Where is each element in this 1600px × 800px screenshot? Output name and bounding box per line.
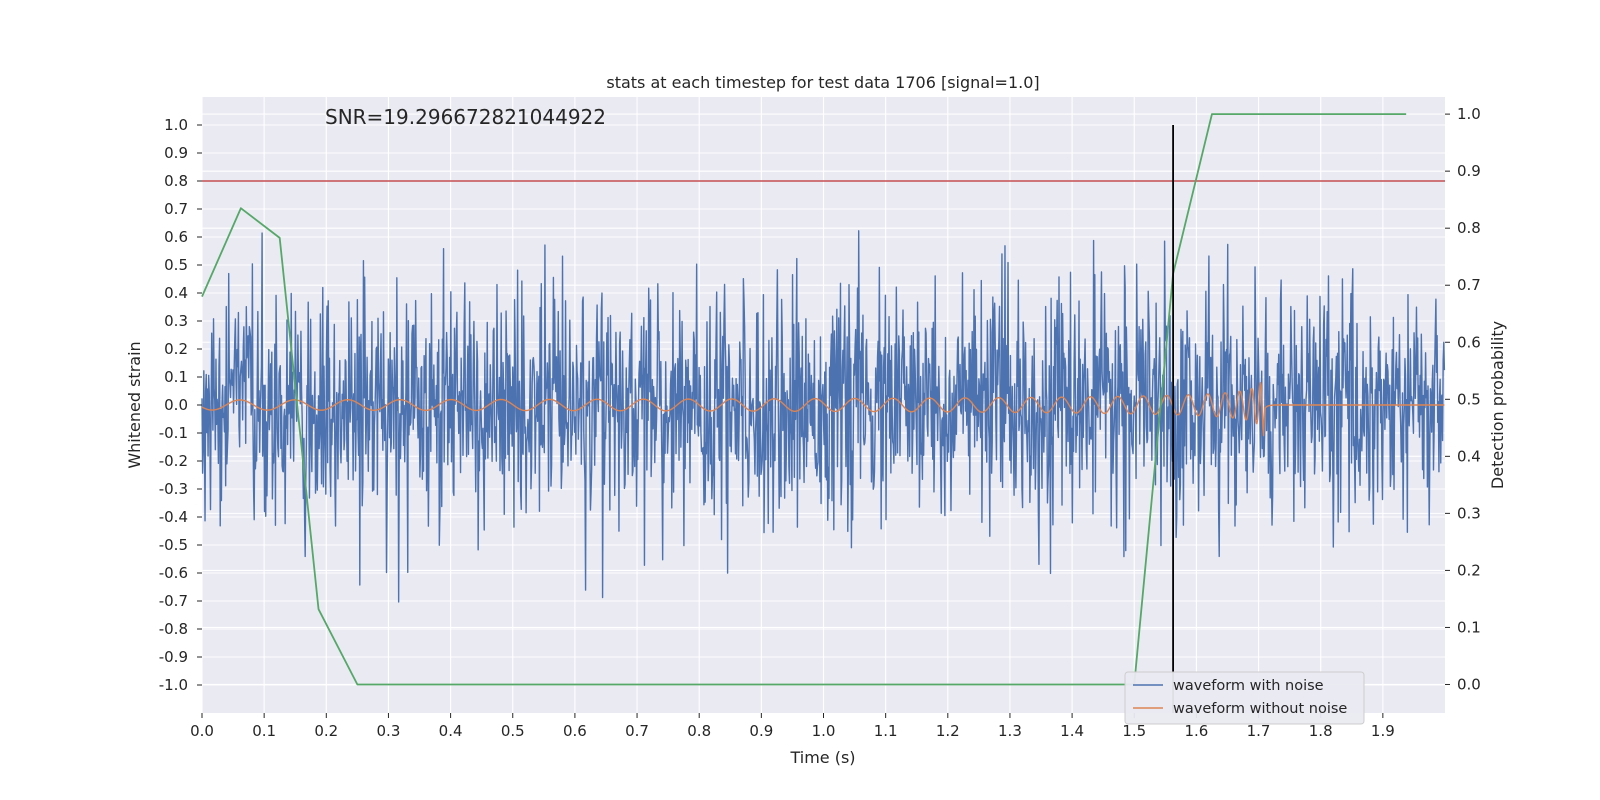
y2-tick-label: 1.0 — [1457, 105, 1481, 123]
x-tick-label: 0.5 — [501, 722, 525, 740]
x-tick-label: 1.5 — [1122, 722, 1146, 740]
y-tick-label: -0.7 — [159, 592, 188, 610]
y2-tick-label: 0.3 — [1457, 504, 1481, 522]
chart-title: stats at each timestep for test data 170… — [606, 73, 1039, 92]
snr-annotation: SNR=19.296672821044922 — [325, 105, 606, 129]
x-tick-label: 1.7 — [1247, 722, 1271, 740]
x-tick-label: 1.8 — [1309, 722, 1333, 740]
x-tick-label: 0.3 — [377, 722, 401, 740]
grid — [201, 97, 1445, 713]
x-tick-label: 0.8 — [687, 722, 711, 740]
y-tick-label: -0.1 — [159, 424, 188, 442]
y2-axis-label: Detection probability — [1488, 321, 1507, 489]
legend-label-waveform-without-noise: waveform without noise — [1173, 701, 1347, 717]
x-tick-label: 1.4 — [1060, 722, 1084, 740]
y-tick-label: 0.8 — [164, 172, 188, 190]
y-tick-label: 0.7 — [164, 200, 188, 218]
x-tick-label: 0.6 — [563, 722, 587, 740]
x-tick-label: 0.4 — [439, 722, 463, 740]
series-layer — [201, 113, 1446, 713]
y-tick-label: 0.2 — [164, 340, 188, 358]
y-tick-label: -0.4 — [159, 508, 188, 526]
y-tick-label: 0.5 — [164, 256, 188, 274]
series-detection-probability — [201, 113, 1407, 686]
x-tick-label: 1.3 — [998, 722, 1022, 740]
legend: waveform with noise waveform without noi… — [1124, 671, 1365, 725]
legend-label-waveform-with-noise: waveform with noise — [1173, 678, 1324, 694]
y-tick-label: -0.8 — [159, 620, 188, 638]
y-tick-label: -0.3 — [159, 480, 188, 498]
x-tick-label: 1.9 — [1371, 722, 1395, 740]
y2-tick-label: 0.0 — [1457, 675, 1481, 693]
y-tick-label: 0.6 — [164, 228, 188, 246]
axes: 0.0 0.1 0.2 0.3 0.4 0.5 0.6 0.7 0.8 0.9 1.0 1.1 1.2 1… — [159, 105, 1481, 740]
y2-tick-label: 0.8 — [1457, 219, 1481, 237]
y-tick-label: 1.0 — [164, 116, 188, 134]
y2-tick-label: 0.9 — [1457, 162, 1481, 180]
y-tick-label: 0.9 — [164, 144, 188, 162]
y2-tick-label: 0.2 — [1457, 561, 1481, 579]
x-tick-label: 1.0 — [812, 722, 836, 740]
y-tick-label: 0.0 — [164, 396, 188, 414]
y2-tick-label: 0.5 — [1457, 390, 1481, 408]
x-tick-label: 0.1 — [252, 722, 276, 740]
y2-tick-label: 0.6 — [1457, 333, 1481, 351]
x-axis-label: Time (s) — [789, 748, 855, 767]
y-tick-label: -0.9 — [159, 648, 188, 666]
x-tick-label: 1.1 — [874, 722, 898, 740]
y-tick-label: -1.0 — [159, 676, 188, 694]
series-waveform-without-noise — [201, 381, 1445, 437]
y-tick-label: -0.6 — [159, 564, 188, 582]
x-tick-label: 0.2 — [314, 722, 338, 740]
x-tick-label: 0.9 — [749, 722, 773, 740]
y-axis-label: Whitened strain — [125, 341, 144, 468]
legend-box — [1124, 671, 1365, 725]
y-tick-label: 0.3 — [164, 312, 188, 330]
x-tick-label: 1.2 — [936, 722, 960, 740]
y-tick-label: -0.2 — [159, 452, 188, 470]
y-tick-label: 0.4 — [164, 284, 188, 302]
y2-tick-label: 0.1 — [1457, 618, 1481, 636]
y2-tick-label: 0.4 — [1457, 447, 1481, 465]
y-tick-label: -0.5 — [159, 536, 188, 554]
y-tick-label: 0.1 — [164, 368, 188, 386]
x-tick-label: 0.7 — [625, 722, 649, 740]
x-tick-label: 0.0 — [190, 722, 214, 740]
x-tick-label: 1.6 — [1184, 722, 1208, 740]
y2-tick-label: 0.7 — [1457, 276, 1481, 294]
